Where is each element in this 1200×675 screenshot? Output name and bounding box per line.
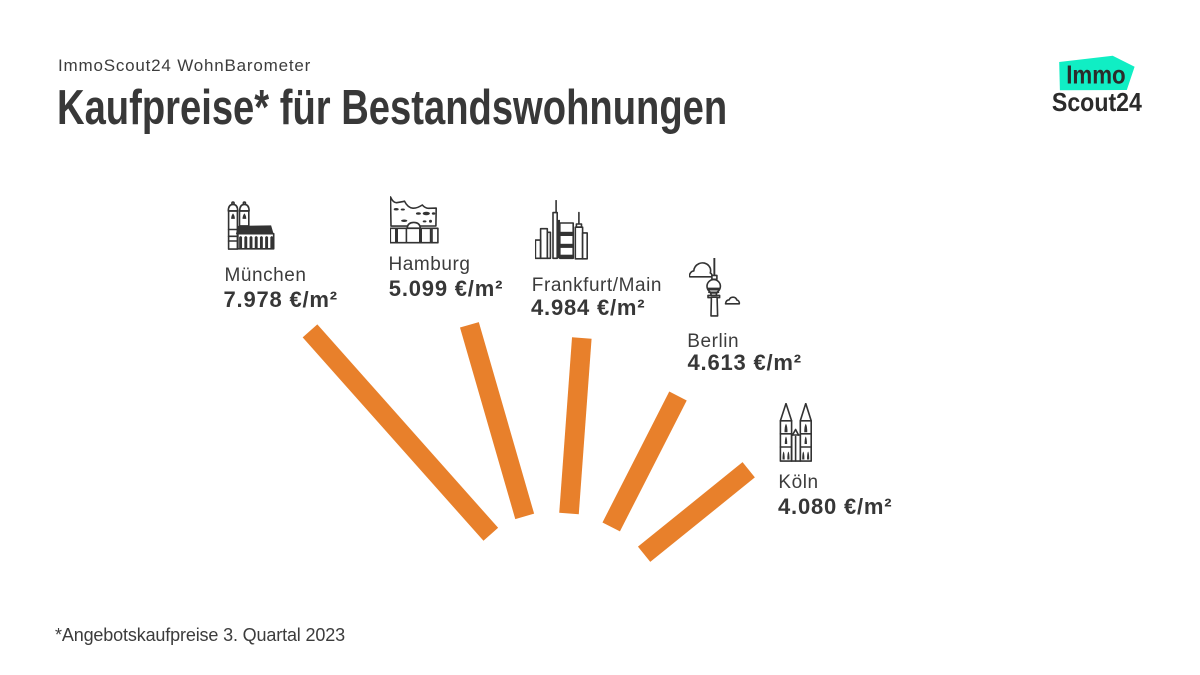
svg-text:Immo: Immo bbox=[1066, 59, 1126, 89]
svg-text:Scout24: Scout24 bbox=[1052, 87, 1142, 115]
